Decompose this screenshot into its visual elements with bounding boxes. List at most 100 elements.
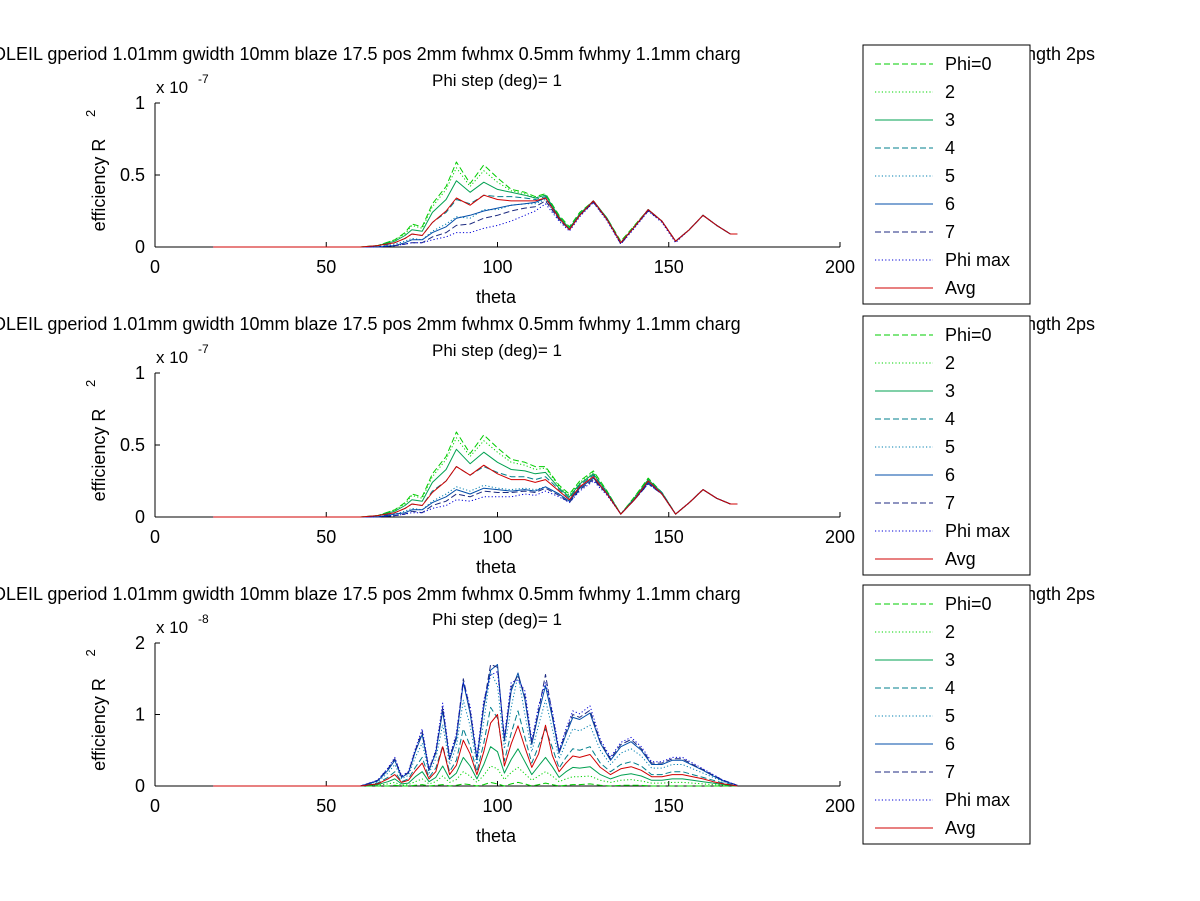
- y-axis-label-superscript: 2: [83, 380, 98, 387]
- subplot-3: OLEIL gperiod 1.01mm gwidth 10mm blaze 1…: [0, 584, 1095, 846]
- y-tick-label: 0.5: [120, 435, 145, 455]
- y-axis-label-superscript: 2: [83, 649, 98, 656]
- chart-subtitle: Phi step (deg)= 1: [432, 610, 562, 629]
- y-exponent-label: x 10: [156, 78, 188, 97]
- y-tick-label: 0: [135, 507, 145, 527]
- x-tick-label: 150: [654, 527, 684, 547]
- series-line-avg: [213, 194, 738, 248]
- y-tick-label: 1: [135, 705, 145, 725]
- x-tick-label: 200: [825, 527, 855, 547]
- series-line-phi-max: [213, 671, 738, 787]
- y-exponent-label: x 10: [156, 618, 188, 637]
- legend: Phi=0 2 3 4 5 6 7 Phi max Avg: [862, 315, 1031, 576]
- x-tick-label: 0: [150, 796, 160, 816]
- legend-entry: 2: [945, 353, 955, 373]
- x-tick-label: 100: [482, 257, 512, 277]
- legend-entry: 5: [945, 706, 955, 726]
- legend-entry: 3: [945, 381, 955, 401]
- x-axis-label: theta: [476, 287, 517, 307]
- legend-entry: 7: [945, 762, 955, 782]
- subplot-1: OLEIL gperiod 1.01mm gwidth 10mm blaze 1…: [0, 44, 1095, 307]
- legend: Phi=0 2 3 4 5 6 7 Phi max Avg: [862, 44, 1031, 305]
- x-tick-label: 50: [316, 257, 336, 277]
- legend-entry: Avg: [945, 278, 976, 298]
- series-lines: [213, 664, 738, 787]
- legend-entry: 5: [945, 437, 955, 457]
- legend-entry: 3: [945, 110, 955, 130]
- series-line-4: [213, 706, 738, 787]
- x-tick-label: 0: [150, 257, 160, 277]
- series-line-phi-max: [213, 201, 738, 248]
- chart-subtitle: Phi step (deg)= 1: [432, 341, 562, 360]
- legend-entry: Avg: [945, 549, 976, 569]
- x-tick-label: 150: [654, 257, 684, 277]
- legend-entry: Phi max: [945, 790, 1010, 810]
- y-axis-label: efficiency R: [89, 409, 109, 502]
- series-line-7: [213, 664, 738, 787]
- legend-entry: 7: [945, 222, 955, 242]
- legend-entry: Avg: [945, 818, 976, 838]
- series-line-2: [213, 437, 738, 518]
- series-line-avg: [213, 464, 738, 518]
- y-tick-label: 1: [135, 93, 145, 113]
- legend-entry: Phi max: [945, 521, 1010, 541]
- legend-entry: 4: [945, 138, 955, 158]
- legend-box: [862, 315, 1031, 576]
- chart-title-tail: ngth 2ps: [1026, 584, 1095, 604]
- legend-entry: 6: [945, 194, 955, 214]
- x-axis-label: theta: [476, 826, 517, 846]
- legend-entry: 3: [945, 650, 955, 670]
- y-exponent-power: -7: [198, 72, 209, 86]
- x-tick-label: 0: [150, 527, 160, 547]
- y-exponent-label: x 10: [156, 348, 188, 367]
- chart-subtitle: Phi step (deg)= 1: [432, 71, 562, 90]
- y-tick-label: 0: [135, 237, 145, 257]
- chart-title-tail: ngth 2ps: [1026, 44, 1095, 64]
- y-axis-label-superscript: 2: [83, 110, 98, 117]
- legend-entry: 6: [945, 734, 955, 754]
- series-line-6: [213, 664, 738, 787]
- x-tick-label: 50: [316, 527, 336, 547]
- series-lines: [213, 161, 738, 248]
- y-axis-label: efficiency R: [89, 139, 109, 232]
- x-tick-label: 200: [825, 257, 855, 277]
- legend-entry: Phi=0: [945, 594, 992, 614]
- series-line-5: [213, 671, 738, 787]
- series-lines: [213, 431, 738, 518]
- x-tick-label: 200: [825, 796, 855, 816]
- series-line-phi-0: [213, 431, 738, 518]
- legend-entry: 4: [945, 678, 955, 698]
- chart-title: OLEIL gperiod 1.01mm gwidth 10mm blaze 1…: [0, 584, 741, 604]
- legend-entry: 5: [945, 166, 955, 186]
- subplot-2: OLEIL gperiod 1.01mm gwidth 10mm blaze 1…: [0, 314, 1095, 577]
- legend-entry: 6: [945, 465, 955, 485]
- legend-entry: Phi=0: [945, 325, 992, 345]
- x-tick-label: 100: [482, 527, 512, 547]
- y-axis-label: efficiency R: [89, 678, 109, 771]
- y-tick-label: 0.5: [120, 165, 145, 185]
- x-tick-label: 50: [316, 796, 336, 816]
- y-exponent-power: -7: [198, 342, 209, 356]
- series-line-phi-0: [213, 781, 738, 787]
- y-tick-label: 1: [135, 363, 145, 383]
- y-tick-label: 0: [135, 776, 145, 796]
- legend-entry: 7: [945, 493, 955, 513]
- legend-entry: 2: [945, 82, 955, 102]
- subplots: OLEIL gperiod 1.01mm gwidth 10mm blaze 1…: [0, 44, 1095, 846]
- legend-box: [862, 44, 1031, 305]
- chart-title: OLEIL gperiod 1.01mm gwidth 10mm blaze 1…: [0, 44, 741, 64]
- legend: Phi=0 2 3 4 5 6 7 Phi max Avg: [862, 584, 1031, 845]
- x-tick-label: 100: [482, 796, 512, 816]
- legend-entry: 4: [945, 409, 955, 429]
- x-tick-label: 150: [654, 796, 684, 816]
- legend-entry: Phi max: [945, 250, 1010, 270]
- legend-entry: Phi=0: [945, 54, 992, 74]
- chart-title: OLEIL gperiod 1.01mm gwidth 10mm blaze 1…: [0, 314, 741, 334]
- y-tick-label: 2: [135, 633, 145, 653]
- series-line-3: [213, 746, 738, 787]
- legend-entry: 2: [945, 622, 955, 642]
- legend-box: [862, 584, 1031, 845]
- y-exponent-power: -8: [198, 612, 209, 626]
- series-line-avg: [213, 714, 738, 787]
